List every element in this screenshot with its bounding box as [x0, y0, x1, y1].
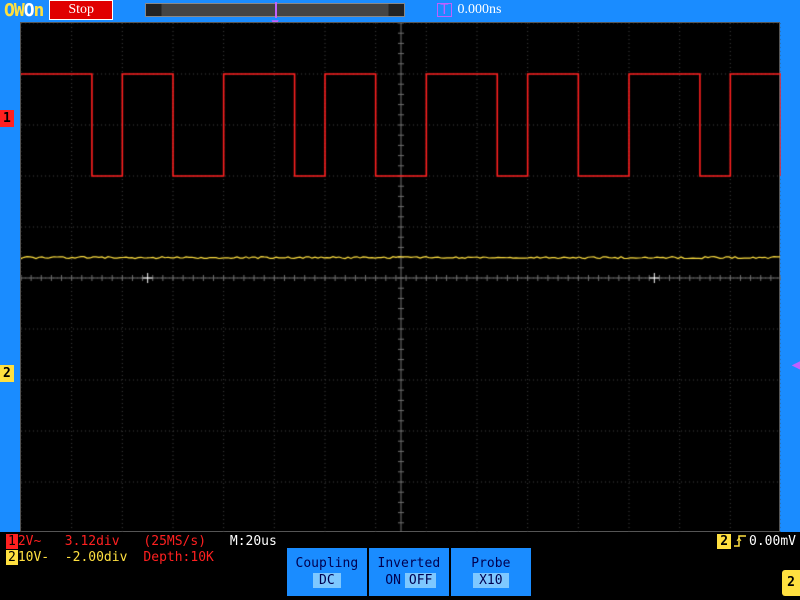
sample-rate: (25MS/s): [143, 534, 213, 550]
inverted-button[interactable]: Inverted ONOFF: [369, 548, 449, 596]
inverted-options: ONOFF: [369, 573, 449, 588]
run-stop-indicator[interactable]: Stop: [49, 0, 113, 20]
trigger-source-badge: 2: [717, 534, 731, 549]
top-bar: OWOn Stop ▼ T 0.000ns: [0, 0, 800, 20]
brand-logo: OWOn: [4, 0, 43, 21]
waveform-display: [20, 22, 780, 532]
trigger-icon: T: [437, 3, 451, 17]
trigger-time: 0.000ns: [458, 2, 502, 18]
ch2-info: 210V- -2.00div: [6, 550, 127, 566]
side-tab[interactable]: 2: [782, 570, 800, 596]
acquisition-info: (25MS/s) Depth:10K: [133, 532, 223, 600]
trigger-level: 0.00mV: [749, 534, 796, 549]
ch1-info: 12V~ 3.12div: [6, 534, 127, 550]
trigger-level-marker: ◀: [792, 357, 800, 373]
horizontal-position-bar[interactable]: ▼: [145, 3, 405, 17]
ch2-zero-marker: 2: [0, 365, 14, 382]
soft-menu: Coupling DC Inverted ONOFF Probe X10: [287, 548, 531, 596]
probe-button[interactable]: Probe X10: [451, 548, 531, 596]
coupling-button[interactable]: Coupling DC: [287, 548, 367, 596]
waveform-canvas: [21, 23, 781, 533]
bottom-bar: 12V~ 3.12div 210V- -2.00div (25MS/s) Dep…: [0, 532, 800, 600]
rising-edge-icon: [733, 534, 747, 548]
memory-depth: Depth:10K: [143, 550, 213, 566]
timebase: M:20us: [224, 532, 283, 600]
channel-info: 12V~ 3.12div 210V- -2.00div: [0, 532, 133, 600]
ch1-zero-marker: 1: [0, 110, 14, 127]
